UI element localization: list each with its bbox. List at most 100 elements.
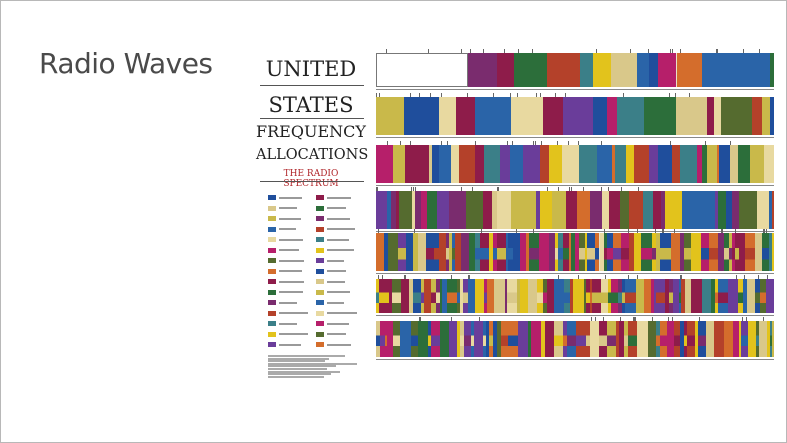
spectrum-allocation-block: [398, 191, 413, 229]
spectrum-allocation-block: [562, 97, 593, 135]
frequency-tick-mark: [743, 49, 745, 53]
spectrum-allocation-block: [711, 279, 715, 313]
frequency-tick-mark: [558, 275, 560, 279]
spectrum-allocation-block: [612, 145, 616, 183]
spectrum-allocation-block: [762, 97, 770, 135]
spectrum-allocation-block: [412, 191, 415, 229]
spectrum-allocation-block: [613, 233, 622, 271]
spectrum-allocation-block: [771, 191, 774, 229]
legend-swatch: [268, 310, 276, 316]
spectrum-allocation-block: [558, 233, 564, 271]
spectrum-allocation-block: [540, 145, 550, 183]
spectrum-allocation-block: [531, 321, 542, 357]
spectrum-allocation-block: [473, 321, 484, 357]
spectrum-allocation-block: [754, 233, 763, 271]
legend-swatch-label: [279, 312, 309, 314]
spectrum-allocation-block: [709, 233, 719, 271]
spectrum-allocation-block: [452, 233, 455, 271]
legend-swatch: [268, 195, 276, 200]
spectrum-allocation-block: [553, 321, 563, 357]
legend-swatch: [316, 300, 324, 305]
legend-swatch-label: [279, 301, 298, 304]
frequency-tick-mark: [430, 93, 432, 97]
frequency-tick-mark: [601, 187, 603, 191]
frequency-tick-mark: [661, 229, 663, 233]
frequency-tick-mark: [577, 275, 579, 279]
frequency-tick-mark: [512, 141, 514, 145]
spectrum-allocation-block: [525, 233, 529, 271]
spectrum-allocation-block: [497, 191, 511, 229]
spectrum-allocation-block: [723, 321, 733, 357]
spectrum-allocation-block: [405, 145, 413, 183]
spectrum-allocation-block: [762, 233, 770, 271]
legend-swatch: [316, 279, 324, 284]
spectrum-allocation-block: [653, 279, 657, 313]
legend-swatch-label: [327, 343, 351, 346]
spectrum-allocation-block: [491, 191, 498, 229]
frequency-tick-mark: [603, 229, 605, 233]
spectrum-allocation-block: [683, 321, 687, 357]
spectrum-allocation-block: [446, 279, 457, 313]
frequency-tick-mark: [601, 141, 603, 145]
legend-swatch-label: [279, 217, 302, 220]
spectrum-allocation-block: [651, 233, 657, 271]
legend-swatch: [316, 226, 324, 232]
spectrum-allocation-block: [586, 279, 590, 313]
spectrum-allocation-block: [439, 279, 442, 313]
spectrum-allocation-block: [732, 233, 736, 271]
frequency-tick-mark: [378, 229, 380, 233]
frequency-tick-mark: [541, 141, 543, 145]
spectrum-allocation-block: [732, 321, 740, 357]
frequency-tick-mark: [531, 49, 533, 53]
frequency-tick-mark: [535, 93, 537, 97]
frequency-tick-mark: [496, 187, 498, 191]
spectrum-allocation-block: [378, 279, 389, 313]
frequency-tick-mark: [517, 49, 519, 53]
frequency-allocation-chart-image: UNITED STATES FREQUENCY ALLOCATIONS THE …: [256, 47, 774, 378]
spectrum-allocation-block: [670, 233, 681, 271]
legend-swatch-label: [279, 259, 305, 262]
spectrum-allocation-block: [546, 279, 554, 313]
frequency-tick-mark: [669, 141, 671, 145]
spectrum-allocation-block: [497, 233, 507, 271]
spectrum-allocation-block: [434, 233, 440, 271]
spectrum-allocation-block: [488, 321, 493, 357]
legend-swatch: [268, 268, 276, 274]
spectrum-allocation-block: [445, 233, 449, 271]
spectrum-allocation-block: [592, 97, 607, 135]
spectrum-allocation-block: [388, 279, 392, 313]
spectrum-allocation-block: [718, 233, 725, 271]
spectrum-allocation-block: [714, 191, 719, 229]
spectrum-allocation-block: [701, 145, 707, 183]
legend-swatch: [316, 342, 324, 347]
spectrum-allocation-block: [379, 321, 386, 357]
frequency-tick-mark: [637, 187, 639, 191]
spectrum-allocation-block: [767, 321, 770, 357]
spectrum-allocation-block: [573, 279, 584, 313]
frequency-tick-mark: [721, 229, 723, 233]
spectrum-allocation-block: [516, 279, 521, 313]
spectrum-allocation-block: [390, 191, 397, 229]
spectrum-allocation-block: [641, 233, 652, 271]
spectrum-allocation-block: [713, 321, 724, 357]
spectrum-allocation-block: [756, 191, 769, 229]
frequency-tick-mark: [376, 187, 378, 191]
spectrum-allocation-block: [494, 279, 505, 313]
spectrum-allocation-block: [706, 145, 717, 183]
spectrum-allocation-block: [680, 233, 685, 271]
frequency-tick-mark: [568, 187, 570, 191]
spectrum-allocation-block: [599, 233, 604, 271]
spectrum-allocation-block: [624, 321, 628, 357]
frequency-tick-mark: [679, 275, 681, 279]
spectrum-allocation-block: [648, 145, 659, 183]
spectrum-allocation-block: [596, 145, 613, 183]
legend-swatch-label: [279, 207, 297, 209]
frequency-tick-mark: [608, 187, 610, 191]
legend-swatch-label: [327, 238, 349, 241]
legend-swatch: [268, 300, 276, 305]
frequency-tick-mark: [762, 229, 764, 233]
spectrum-allocation-block: [635, 279, 645, 313]
spectrum-allocation-block: [628, 191, 643, 229]
spectrum-allocation-block: [545, 321, 554, 357]
spectrum-allocation-block: [398, 233, 406, 271]
